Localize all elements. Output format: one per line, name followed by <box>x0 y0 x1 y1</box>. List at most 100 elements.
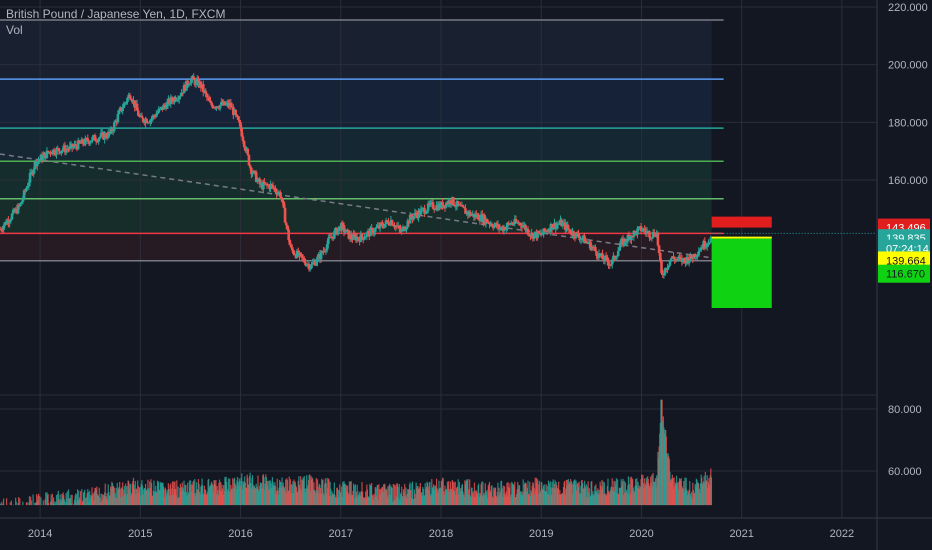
candle-body <box>70 143 74 148</box>
volume-bar <box>45 492 47 506</box>
candle-body <box>375 227 378 229</box>
volume-bar <box>185 492 188 506</box>
volume-bar <box>138 492 140 506</box>
volume-bar <box>65 493 67 506</box>
volume-bar <box>642 474 644 506</box>
volume-bar <box>670 479 672 506</box>
volume-bar <box>67 503 69 506</box>
volume-bar <box>690 491 693 506</box>
volume-bar <box>435 478 438 506</box>
volume-bar <box>534 494 536 506</box>
volume-bar <box>137 485 139 506</box>
volume-bar <box>224 479 227 506</box>
volume-bar <box>623 494 625 506</box>
volume-bar <box>132 477 135 506</box>
volume-bar <box>25 502 28 506</box>
volume-bar <box>74 495 76 506</box>
volume-bar <box>375 496 378 506</box>
volume-bar <box>262 475 264 506</box>
volume-bar <box>582 488 584 506</box>
candle-body <box>240 128 244 137</box>
volume-bar <box>304 488 306 506</box>
candle-body <box>52 149 56 154</box>
volume-bar <box>368 497 370 506</box>
volume-bar <box>297 491 299 506</box>
volume-bar <box>541 482 543 506</box>
volume-bar <box>318 483 320 506</box>
candle-body <box>708 242 711 244</box>
volume-bar <box>247 477 249 506</box>
volume-bar <box>601 479 603 506</box>
candle-body <box>661 273 665 275</box>
volume-bar <box>156 493 158 506</box>
volume-bar <box>134 480 136 506</box>
volume-bar <box>612 487 614 506</box>
entry-line[interactable] <box>711 236 772 239</box>
candle-body <box>527 234 531 236</box>
volume-bar <box>26 502 28 506</box>
candle-body <box>2 225 5 230</box>
volume-bar <box>89 490 91 506</box>
volume-bar <box>497 496 500 506</box>
volume-bar <box>446 481 449 506</box>
take-profit-zone[interactable] <box>711 238 772 308</box>
volume-bar <box>576 483 578 506</box>
volume-bar <box>640 479 642 506</box>
volume-bar <box>229 478 231 506</box>
candle-body <box>561 222 565 227</box>
stop-loss-zone[interactable] <box>711 216 772 228</box>
volume-bar <box>629 477 631 506</box>
volume-bar <box>488 484 490 506</box>
volume-bar <box>630 476 633 506</box>
candle-body <box>218 104 222 109</box>
volume-bar <box>408 484 411 506</box>
candle-body <box>135 103 139 111</box>
volume-bar <box>535 489 537 506</box>
volume-bar <box>446 490 448 506</box>
volume-bar <box>117 488 120 506</box>
volume-bar <box>185 484 187 506</box>
volume-bar <box>474 497 476 506</box>
volume-bar <box>34 502 37 506</box>
trend-line[interactable] <box>0 153 712 259</box>
volume-bar <box>502 497 504 506</box>
volume-bar <box>202 494 204 506</box>
candle-body <box>353 234 357 236</box>
volume-bar <box>3 498 5 506</box>
volume-bar <box>322 479 324 506</box>
volume-bar <box>351 495 354 506</box>
volume-bar <box>416 488 418 506</box>
volume-bar <box>678 481 680 506</box>
volume-bar <box>63 495 65 506</box>
volume-bar <box>440 487 442 506</box>
volume-bar <box>34 502 36 506</box>
candle-body <box>300 254 304 258</box>
volume-bar <box>148 491 150 506</box>
volume-bar <box>254 487 257 506</box>
candle-body <box>156 112 159 115</box>
candle-body <box>336 229 340 235</box>
volume-bar <box>601 487 604 506</box>
candle-body <box>187 84 191 86</box>
volume-bar <box>574 479 576 506</box>
volume-bar <box>281 477 283 506</box>
candle-body <box>204 90 207 94</box>
volume-bar <box>62 492 64 506</box>
volume-bar <box>304 492 307 506</box>
volume-bar <box>494 487 496 506</box>
volume-bar <box>76 489 79 506</box>
candle-body <box>165 101 169 109</box>
candle-body <box>371 228 375 234</box>
volume-bar <box>627 476 630 506</box>
candle-body <box>640 230 644 232</box>
volume-bar <box>595 484 597 506</box>
volume-bar <box>467 494 470 506</box>
volume-bar <box>67 489 70 506</box>
candle-body <box>568 229 572 233</box>
volume-bar <box>664 429 666 506</box>
volume-bar <box>237 482 239 506</box>
volume-bar <box>234 483 236 506</box>
volume-bar <box>581 480 583 506</box>
volume-bar <box>98 487 100 506</box>
